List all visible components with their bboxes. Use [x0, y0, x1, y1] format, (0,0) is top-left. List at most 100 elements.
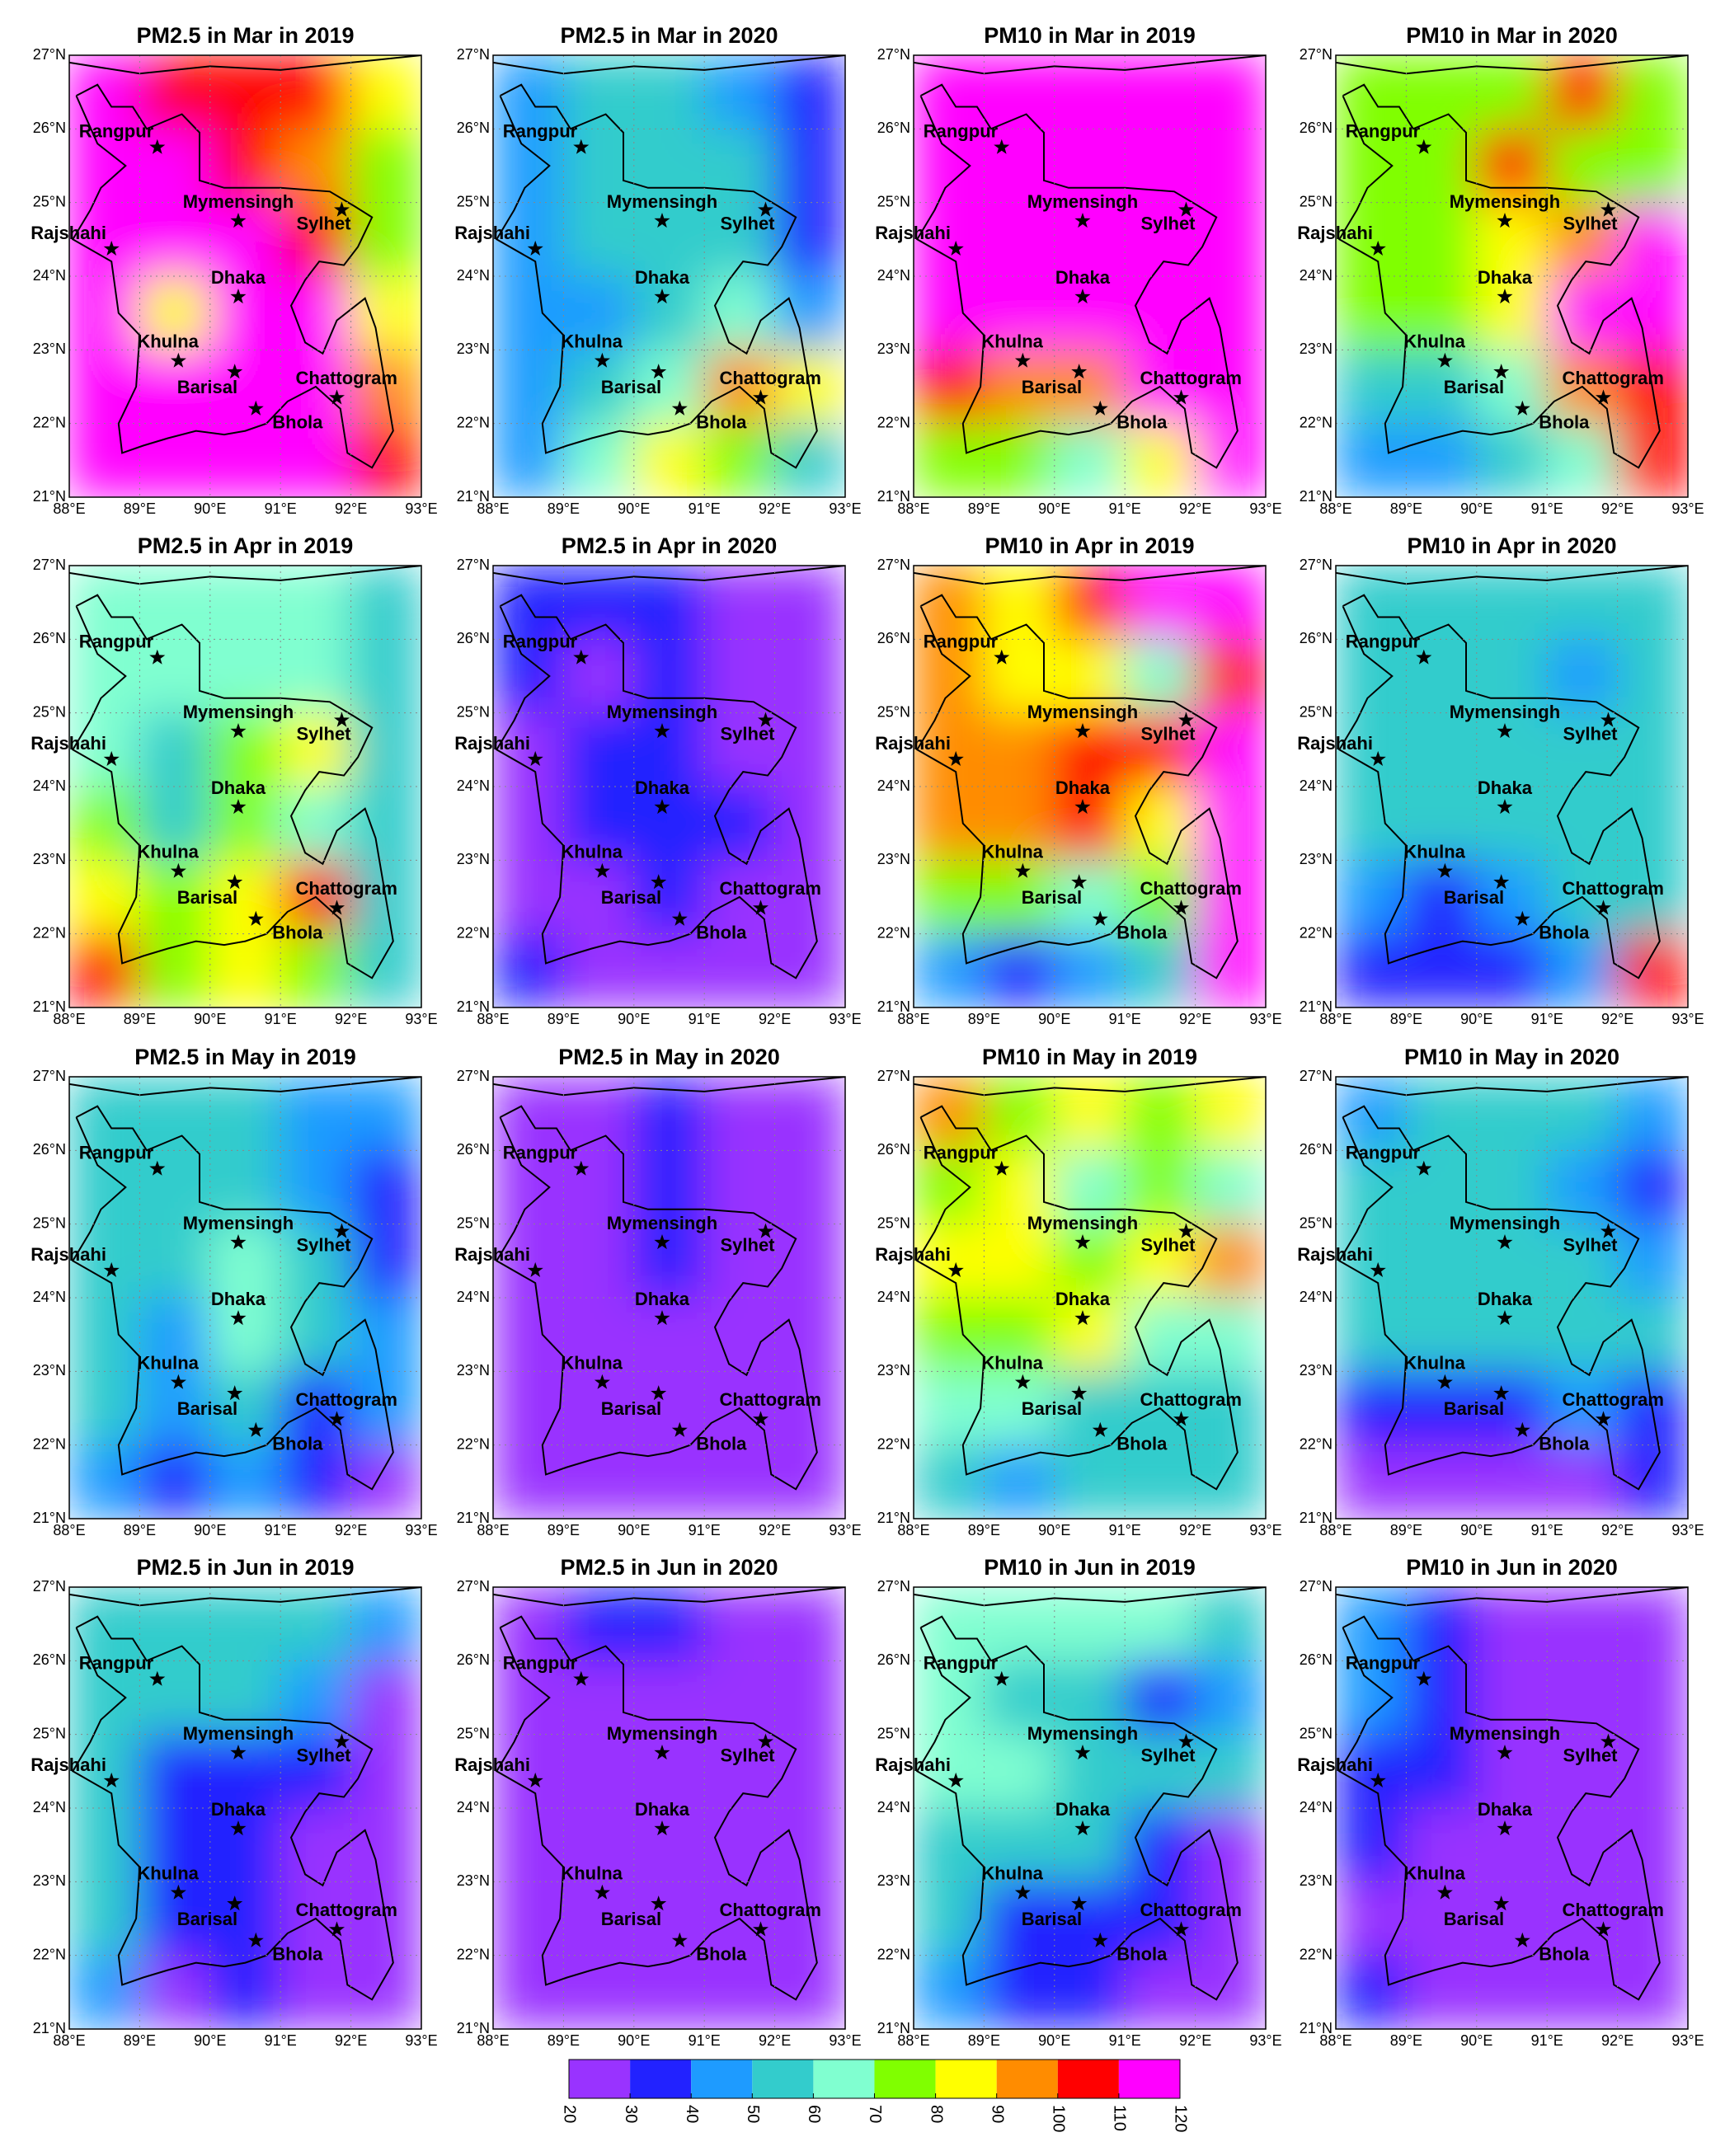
map-panel: 88°E 89°E 90°E 91°E 92°E 93°E 21°N 22°N 23°N 24°N…	[454, 1555, 861, 2049]
city-star	[654, 1310, 670, 1326]
contour-cells	[493, 55, 845, 497]
concentration-cell	[1476, 1077, 1548, 1151]
concentration-cell	[493, 55, 564, 129]
x-tick-label: 88°E	[477, 1522, 509, 1538]
concentration-cell	[633, 128, 705, 204]
city-star	[1370, 1772, 1386, 1787]
city-star	[994, 1160, 1010, 1176]
x-tick-label: 89°E	[124, 1522, 156, 1538]
concentration-cell	[209, 202, 281, 277]
concentration-cell	[209, 933, 281, 1008]
city-star	[1493, 364, 1510, 379]
concentration-cell	[350, 1807, 421, 1882]
city-label: Dhaka	[1055, 777, 1111, 798]
x-tick-label: 90°E	[1038, 2032, 1070, 2049]
concentration-cell	[1476, 349, 1548, 425]
city-star	[651, 1895, 667, 1911]
city-star	[1514, 400, 1530, 416]
city-star	[654, 799, 670, 815]
concentration-cell	[914, 128, 985, 204]
x-tick-label: 91°E	[689, 1522, 721, 1538]
city-label: Chattogram	[1563, 368, 1664, 388]
y-tick-label: 25°N	[1300, 1214, 1333, 1231]
concentration-cell	[1476, 1807, 1548, 1882]
concentration-cell	[983, 1444, 1055, 1519]
y-tick-label: 24°N	[33, 1799, 66, 1815]
y-tick-label: 26°N	[877, 1651, 910, 1668]
x-tick-label: 93°E	[1249, 1522, 1281, 1538]
city-label: Rajshahi	[454, 1754, 530, 1775]
concentration-cell	[914, 1881, 985, 1956]
concentration-cell	[209, 1734, 281, 1809]
y-tick-label: 27°N	[877, 1068, 910, 1084]
concentration-cell	[350, 566, 421, 640]
y-tick-label: 21°N	[33, 2020, 66, 2036]
concentration-cell	[493, 1881, 564, 1956]
city-star	[1596, 389, 1611, 405]
city-label: Chattogram	[296, 878, 397, 899]
concentration-cell	[69, 55, 140, 129]
concentration-cell	[633, 1370, 705, 1446]
city-label: Dhaka	[1055, 267, 1111, 288]
y-tick-label: 22°N	[877, 1435, 910, 1452]
city-star	[1416, 1160, 1432, 1176]
state-border	[1336, 1587, 1688, 1607]
country-border	[1337, 1615, 1661, 2001]
concentration-cell	[1617, 786, 1688, 861]
city-label: Sylhet	[296, 723, 351, 744]
concentration-cell	[1405, 786, 1478, 861]
concentration-cell	[493, 1370, 564, 1446]
y-tick-label: 24°N	[457, 267, 490, 284]
city-star	[1370, 1261, 1386, 1277]
city-star	[227, 364, 243, 379]
y-tick-label: 21°N	[457, 2020, 490, 2036]
concentration-cell	[1476, 1660, 1548, 1736]
y-tick-label: 25°N	[1300, 703, 1333, 720]
country-border	[71, 83, 394, 469]
concentration-cell	[1336, 202, 1407, 277]
concentration-cell	[493, 349, 564, 425]
concentration-cell	[914, 786, 985, 861]
concentration-cell	[350, 1297, 421, 1372]
concentration-cell	[703, 423, 776, 497]
concentration-cell	[69, 1807, 140, 1882]
state-border	[493, 1077, 845, 1097]
y-tick-label: 26°N	[1300, 1651, 1333, 1668]
concentration-cell	[633, 1297, 705, 1372]
city-star	[1497, 799, 1513, 815]
y-tick-label: 24°N	[1300, 267, 1333, 284]
concentration-cell	[774, 1149, 845, 1225]
concentration-cell	[562, 712, 635, 787]
concentration-cell	[983, 1881, 1055, 1956]
contour-field	[914, 1077, 1266, 1519]
concentration-cell	[774, 786, 845, 861]
concentration-cell	[633, 1734, 705, 1809]
country-border	[71, 1615, 394, 2001]
concentration-cell	[1336, 712, 1407, 787]
concentration-cell	[1617, 423, 1688, 497]
city-label: Barisal	[1022, 887, 1082, 908]
concentration-cell	[774, 638, 845, 714]
concentration-cell	[209, 859, 281, 935]
concentration-cell	[983, 1734, 1055, 1809]
concentration-cell	[209, 423, 281, 497]
concentration-cell	[1476, 859, 1548, 935]
contour-cells	[1336, 55, 1688, 497]
concentration-cell	[1054, 1149, 1126, 1225]
concentration-cell	[139, 712, 211, 787]
city-star	[1497, 289, 1513, 304]
contour-field	[1336, 1587, 1688, 2029]
x-tick-label: 92°E	[759, 1011, 791, 1027]
concentration-cell	[1054, 1370, 1126, 1446]
concentration-cell	[280, 55, 352, 129]
city-star	[1493, 1385, 1510, 1401]
concentration-cell	[69, 566, 140, 640]
concentration-cell	[1546, 566, 1619, 640]
plot-frame	[492, 54, 846, 498]
concentration-cell	[914, 1807, 985, 1882]
concentration-cell	[280, 1807, 352, 1882]
x-tick-label: 93°E	[829, 1011, 861, 1027]
y-tick-label: 23°N	[33, 341, 66, 357]
map-panel: 88°E 89°E 90°E 91°E 92°E 93°E 21°N 22°N 23°N 24°N…	[1297, 1045, 1704, 1538]
city-label: Bhola	[696, 412, 747, 433]
